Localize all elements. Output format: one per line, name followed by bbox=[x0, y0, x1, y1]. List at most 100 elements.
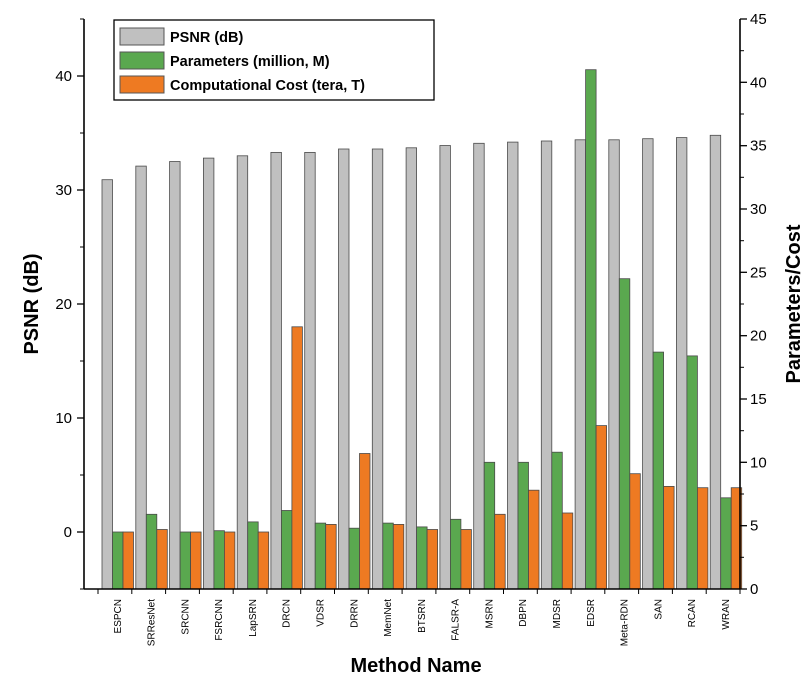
category-label: MemNet bbox=[383, 599, 394, 637]
bar-psnr-lapsrn bbox=[236, 155, 249, 590]
bar-psnr-dbpn bbox=[507, 141, 519, 590]
bar-parameters-srresnet bbox=[145, 513, 158, 590]
right-tick-label: 15 bbox=[750, 391, 767, 408]
right-y-axis-title: Parameters/Cost bbox=[783, 224, 805, 383]
category-label: MDSR bbox=[552, 599, 563, 628]
category-label: BTSRN bbox=[417, 599, 428, 633]
bar-computational-edsr bbox=[595, 425, 607, 590]
bar-computational-drrn bbox=[359, 453, 371, 590]
left-tick-label: 0 bbox=[64, 524, 72, 541]
bar-computational-memnet bbox=[392, 524, 405, 590]
bar-parameters-btsrn bbox=[416, 526, 428, 590]
bar-computational-rcan bbox=[697, 487, 709, 590]
left-tick-label: 20 bbox=[55, 296, 72, 313]
bar-parameters-wran bbox=[720, 497, 732, 590]
bar-parameters-fsrcnn bbox=[213, 530, 225, 590]
bar-psnr-rcan bbox=[676, 137, 688, 590]
bar-parameters-espcn bbox=[112, 531, 124, 590]
category-label: VDSR bbox=[316, 599, 327, 627]
category-label: DBPN bbox=[518, 599, 529, 627]
bar-psnr-srcnn bbox=[169, 161, 181, 590]
bar-psnr-memnet bbox=[371, 148, 384, 590]
right-tick-label: 20 bbox=[750, 328, 767, 345]
bar-parameters-srcnn bbox=[179, 531, 192, 590]
legend-swatch-parameters bbox=[119, 51, 165, 70]
bar-computational-mdsr bbox=[561, 512, 574, 590]
legend-swatch-cost bbox=[119, 75, 165, 94]
right-tick-label: 40 bbox=[750, 74, 767, 91]
category-label: EDSR bbox=[586, 599, 597, 627]
bar-computational-drcn bbox=[291, 326, 303, 590]
bar-computational-srresnet bbox=[156, 529, 168, 590]
bar-psnr-msrn bbox=[473, 142, 485, 590]
bar-psnr-drcn bbox=[270, 151, 282, 590]
bar-psnr-edsr bbox=[574, 139, 586, 590]
category-label: RCAN bbox=[687, 599, 698, 627]
left-y-axis-title: PSNR (dB) bbox=[21, 253, 43, 354]
bar-psnr-meta-rdn bbox=[608, 139, 620, 590]
bar-psnr-btsrn bbox=[405, 147, 418, 590]
bar-psnr-fsrcnn bbox=[202, 157, 215, 590]
left-tick-label: 30 bbox=[55, 182, 72, 199]
category-label: SRResNet bbox=[147, 599, 158, 646]
right-tick-label: 5 bbox=[750, 518, 758, 535]
bar-psnr-falsr-a bbox=[439, 145, 451, 590]
bar-computational-msrn bbox=[494, 513, 506, 590]
bar-parameters-drrn bbox=[348, 527, 360, 590]
category-labels-group: ESPCN SRResNet SRCNN FSRCNN LapSRN DRCN VDSR DR… bbox=[113, 599, 732, 647]
category-label: SAN bbox=[653, 599, 664, 620]
bar-parameters-mdsr bbox=[551, 451, 563, 590]
right-tick-label: 45 bbox=[750, 11, 767, 28]
bar-computational-san bbox=[663, 485, 675, 590]
legend-label-cost: Computational Cost (tera, T) bbox=[170, 78, 365, 94]
bars-group bbox=[101, 69, 743, 590]
bar-parameters-edsr bbox=[585, 69, 597, 590]
bar-parameters-meta-rdn bbox=[618, 278, 631, 590]
bar-parameters-falsr-a bbox=[449, 518, 462, 590]
right-tick-label: 10 bbox=[750, 454, 767, 471]
ticks-group: 0 10 20 30 40 0 5 10 15 20 25 30 35 40 45 bbox=[55, 11, 766, 598]
legend-label-psnr: PSNR (dB) bbox=[170, 30, 243, 46]
right-tick-label: 35 bbox=[750, 138, 767, 155]
bar-psnr-san bbox=[642, 138, 654, 590]
bar-psnr-srresnet bbox=[135, 165, 147, 590]
category-label: Meta-RDN bbox=[620, 599, 631, 646]
right-tick-label: 0 bbox=[750, 581, 758, 598]
legend-swatch-psnr bbox=[119, 27, 165, 46]
bar-computational-espcn bbox=[122, 531, 134, 590]
left-tick-label: 10 bbox=[55, 410, 72, 427]
category-label: MSRN bbox=[484, 599, 495, 628]
bar-computational-dbpn bbox=[528, 489, 540, 590]
bar-computational-srcnn bbox=[190, 531, 202, 590]
bar-computational-fsrcnn bbox=[223, 531, 236, 590]
bar-parameters-memnet bbox=[382, 522, 394, 590]
category-label: LapSRN bbox=[248, 599, 259, 637]
right-tick-label: 25 bbox=[750, 264, 767, 281]
category-label: DRCN bbox=[282, 599, 293, 628]
category-label: FSRCNN bbox=[214, 599, 225, 641]
bar-computational-meta-rdn bbox=[629, 473, 641, 590]
legend-label-parameters: Parameters (million, M) bbox=[170, 54, 330, 70]
left-tick-label: 40 bbox=[55, 68, 72, 85]
bar-parameters-drcn bbox=[280, 510, 293, 590]
bar-computational-lapsrn bbox=[257, 531, 270, 590]
category-label: DRRN bbox=[349, 599, 360, 628]
bar-computational-vdsr bbox=[325, 524, 337, 590]
bar-parameters-lapsrn bbox=[247, 521, 259, 590]
bar-parameters-vdsr bbox=[314, 522, 327, 590]
category-label: FALSR-A bbox=[451, 599, 462, 641]
bar-parameters-san bbox=[652, 351, 664, 590]
bar-psnr-wran bbox=[709, 134, 722, 590]
bar-psnr-drrn bbox=[338, 148, 350, 590]
bar-computational-btsrn bbox=[426, 529, 439, 590]
bar-computational-falsr-a bbox=[460, 529, 472, 590]
bar-psnr-vdsr bbox=[304, 151, 316, 590]
legend: PSNR (dB) Parameters (million, M) Comput… bbox=[113, 19, 435, 101]
bar-psnr-espcn bbox=[101, 179, 113, 590]
category-label: SRCNN bbox=[180, 599, 191, 635]
right-tick-label: 30 bbox=[750, 201, 767, 218]
category-label: ESPCN bbox=[113, 599, 124, 633]
legend-box bbox=[113, 19, 435, 101]
x-axis-title: Method Name bbox=[350, 655, 481, 677]
